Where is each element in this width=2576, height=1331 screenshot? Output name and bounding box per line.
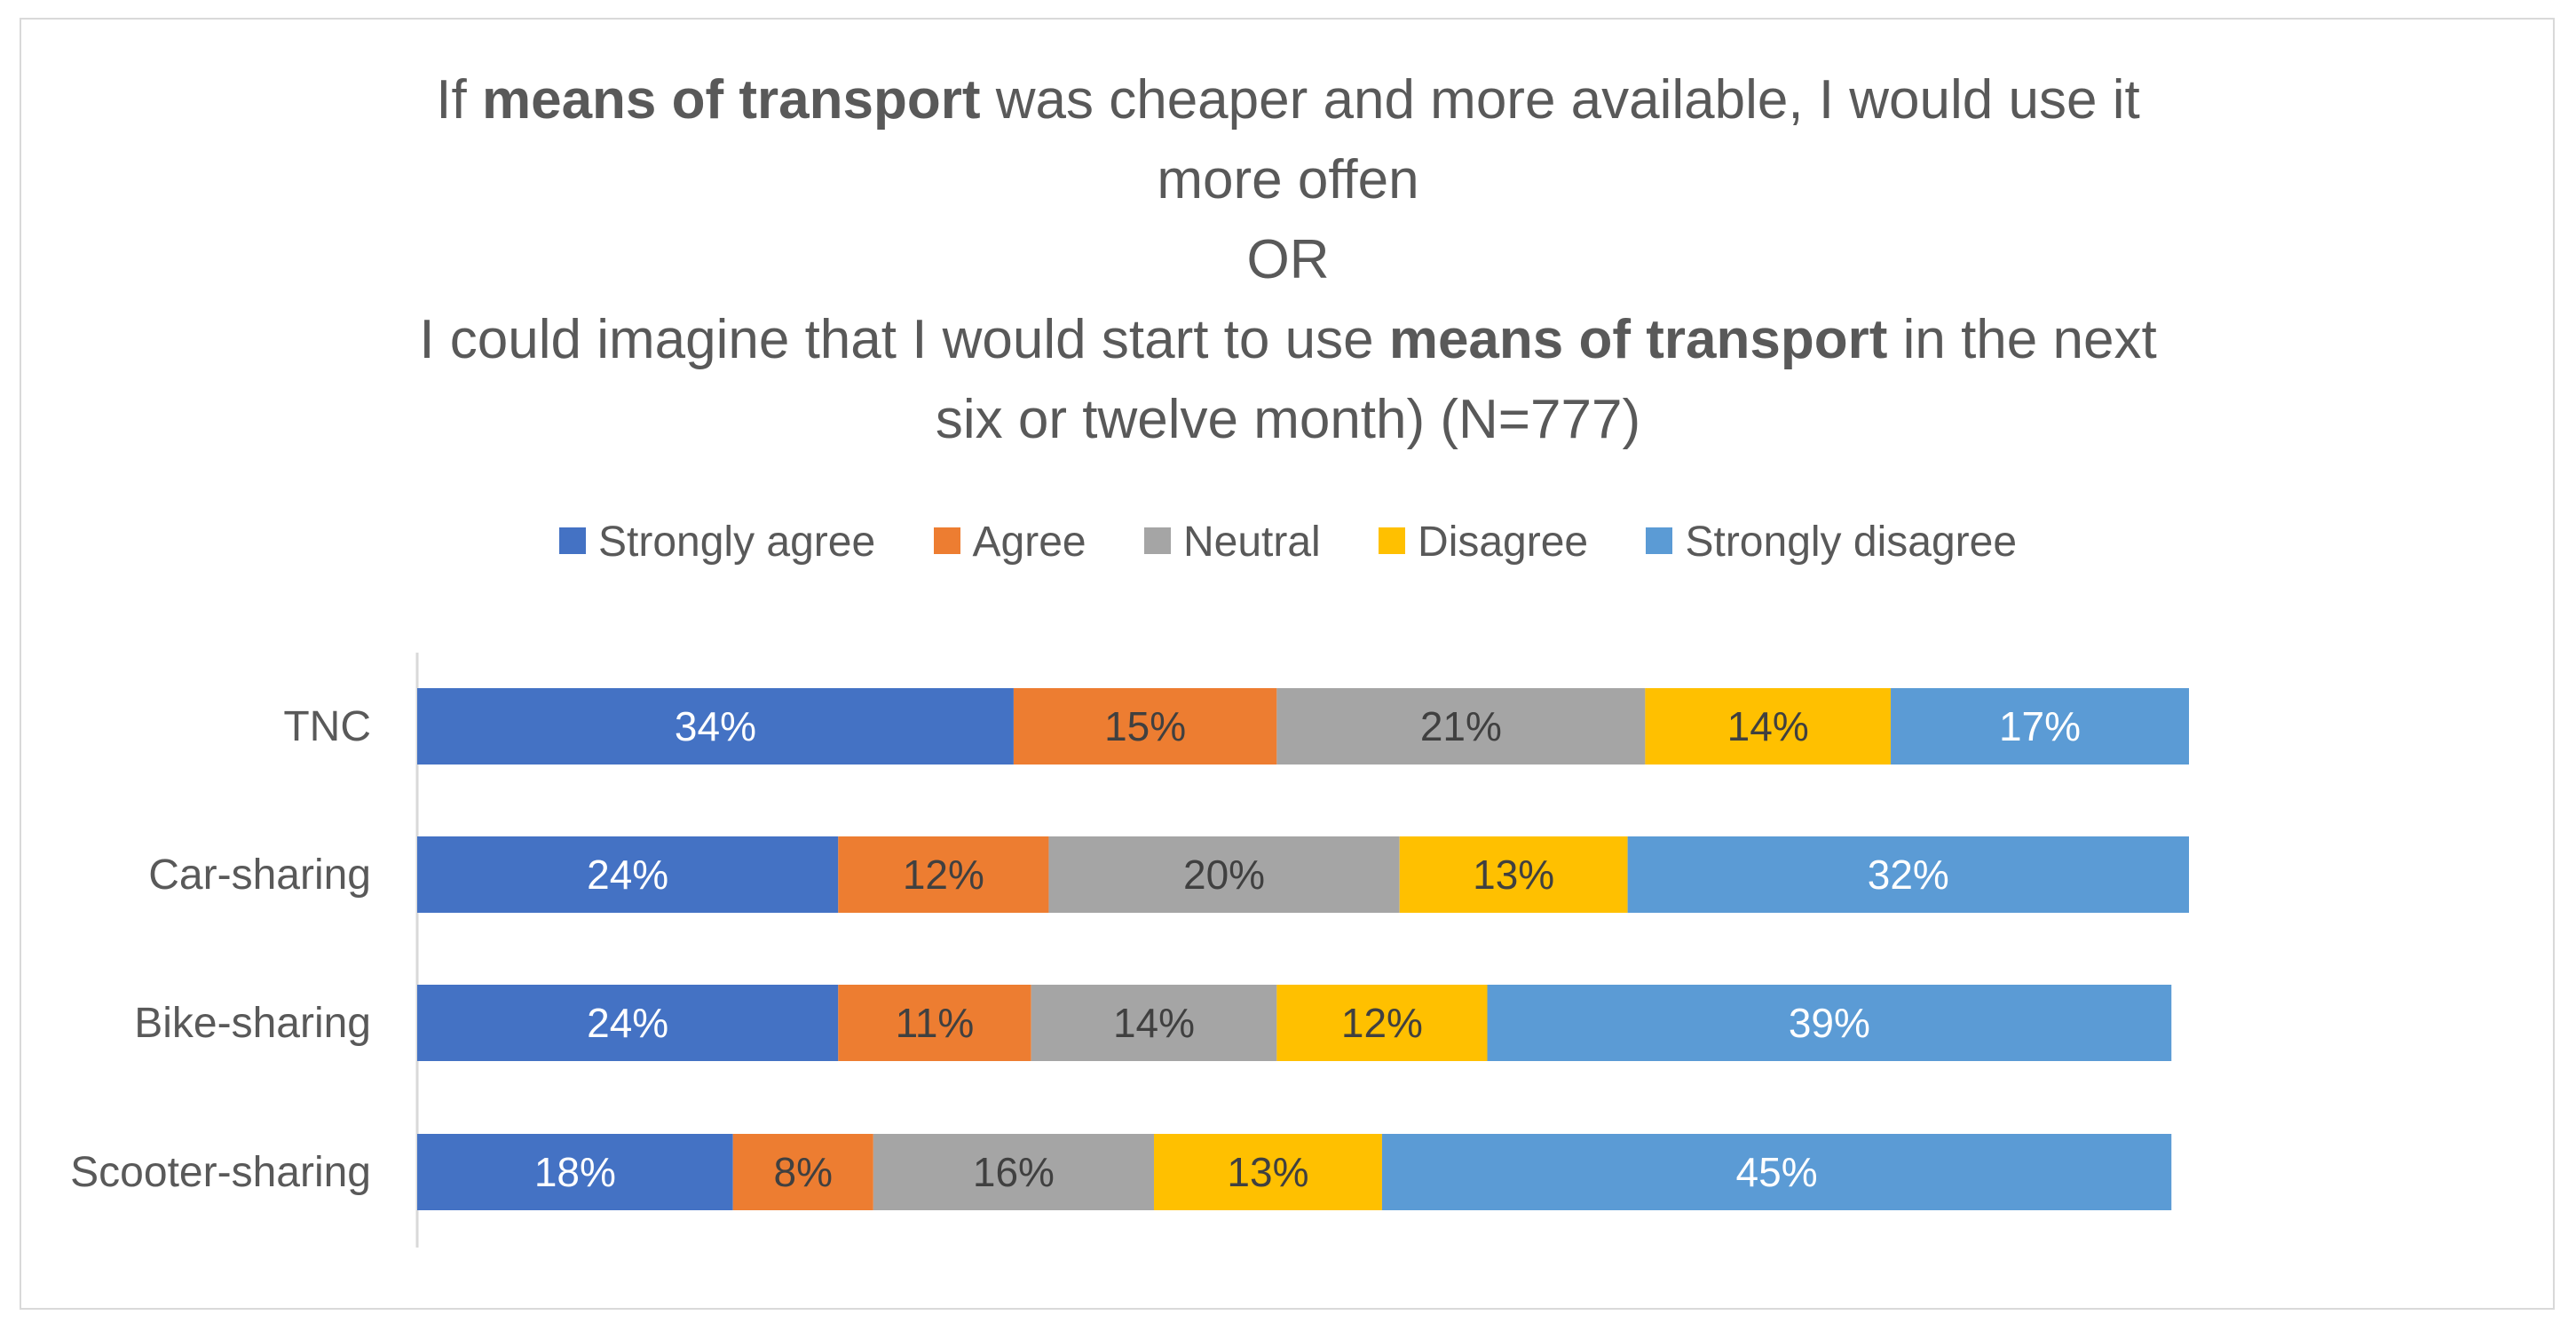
bar-bike-sharing-disagree xyxy=(1276,985,1488,1061)
data-label-scooter-sharing-strongly-disagree: 45% xyxy=(1736,1149,1818,1195)
data-label-car-sharing-disagree: 13% xyxy=(1473,852,1554,898)
bar-tnc-strongly-disagree xyxy=(1891,688,2189,765)
bar-car-sharing-agree xyxy=(838,836,1049,913)
title-line-4-pre: I could imagine that I would start to us… xyxy=(419,309,1389,370)
bar-bike-sharing-strongly-agree xyxy=(417,985,839,1061)
data-label-car-sharing-strongly-agree: 24% xyxy=(587,852,668,898)
category-label-tnc: TNC xyxy=(283,703,371,750)
data-label-tnc-agree: 15% xyxy=(1104,703,1186,749)
legend-label-strongly-disagree: Strongly disagree xyxy=(1685,518,2018,566)
data-label-car-sharing-neutral: 20% xyxy=(1183,852,1265,898)
title-line-1-post: was cheaper and more available, I would … xyxy=(980,69,2140,131)
legend-label-strongly-agree: Strongly agree xyxy=(597,518,876,566)
bar-bike-sharing-strongly-disagree xyxy=(1487,985,2172,1061)
legend-swatch-agree xyxy=(933,527,960,555)
bar-bike-sharing-neutral xyxy=(1031,985,1277,1061)
legend-swatch-neutral xyxy=(1143,527,1171,555)
bar-tnc-disagree xyxy=(1645,688,1892,765)
data-label-scooter-sharing-disagree: 13% xyxy=(1227,1149,1308,1195)
data-label-bike-sharing-disagree: 12% xyxy=(1341,1000,1423,1046)
data-label-car-sharing-strongly-disagree: 32% xyxy=(1868,852,1949,898)
category-label-bike-sharing: Bike-sharing xyxy=(134,1000,371,1047)
chart-frame xyxy=(20,18,2555,1310)
title-line-4-bold: means of transport xyxy=(1388,309,1888,370)
bar-scooter-sharing-strongly-disagree xyxy=(1381,1134,2172,1210)
legend-swatch-disagree xyxy=(1379,527,1406,555)
bar-car-sharing-disagree xyxy=(1399,836,1628,913)
bar-tnc-neutral xyxy=(1276,688,1646,765)
bar-tnc-strongly-agree xyxy=(417,688,1014,765)
category-label-scooter-sharing: Scooter-sharing xyxy=(70,1149,371,1196)
legend-item-strongly-agree: Strongly agree xyxy=(558,518,876,566)
legend-item-neutral: Neutral xyxy=(1143,518,1321,566)
bar-scooter-sharing-disagree xyxy=(1154,1134,1382,1210)
data-label-tnc-neutral: 21% xyxy=(1420,703,1502,749)
data-label-bike-sharing-strongly-agree: 24% xyxy=(587,1000,668,1046)
legend-item-disagree: Disagree xyxy=(1379,518,1588,566)
bar-car-sharing-neutral xyxy=(1048,836,1400,913)
category-label-car-sharing: Car-sharing xyxy=(148,852,371,899)
bar-tnc-agree xyxy=(1013,688,1277,765)
legend-swatch-strongly-disagree xyxy=(1646,527,1673,555)
data-label-tnc-strongly-disagree: 17% xyxy=(1999,703,2081,749)
data-label-car-sharing-agree: 12% xyxy=(903,852,984,898)
title-line-3: OR xyxy=(1246,229,1330,290)
bar-scooter-sharing-agree xyxy=(732,1134,873,1210)
data-label-bike-sharing-neutral: 14% xyxy=(1113,1000,1195,1046)
title-line-2: more offen xyxy=(1157,149,1419,210)
bar-scooter-sharing-neutral xyxy=(873,1134,1155,1210)
legend-swatch-strongly-agree xyxy=(558,527,586,555)
bar-bike-sharing-agree xyxy=(838,985,1031,1061)
data-label-tnc-strongly-agree: 34% xyxy=(675,703,756,749)
legend-label-neutral: Neutral xyxy=(1182,518,1321,566)
bar-car-sharing-strongly-disagree xyxy=(1627,836,2189,913)
legend-label-agree: Agree xyxy=(972,518,1087,566)
chart-title: If means of transport was cheaper and mo… xyxy=(0,60,2576,460)
bar-scooter-sharing-strongly-agree xyxy=(417,1134,733,1210)
data-label-bike-sharing-strongly-disagree: 39% xyxy=(1789,1000,1870,1046)
legend: Strongly agree Agree Neutral Disagree St… xyxy=(0,515,2576,566)
data-label-scooter-sharing-strongly-agree: 18% xyxy=(534,1149,616,1195)
legend-label-disagree: Disagree xyxy=(1418,518,1589,566)
title-line-4: I could imagine that I would start to us… xyxy=(0,300,2576,380)
legend-item-agree: Agree xyxy=(933,518,1087,566)
data-label-scooter-sharing-agree: 8% xyxy=(774,1149,833,1195)
legend-item-strongly-disagree: Strongly disagree xyxy=(1646,518,2017,566)
title-line-4-post: in the next xyxy=(1887,309,2157,370)
title-line-1-bold: means of transport xyxy=(481,69,981,131)
title-line-1-pre: If xyxy=(436,69,482,131)
title-line-1: If means of transport was cheaper and mo… xyxy=(0,60,2576,140)
data-label-scooter-sharing-neutral: 16% xyxy=(973,1149,1055,1195)
title-line-5: six or twelve month) (N=777) xyxy=(935,389,1641,450)
bar-car-sharing-strongly-agree xyxy=(417,836,839,913)
data-label-bike-sharing-agree: 11% xyxy=(896,1000,975,1046)
data-label-tnc-disagree: 14% xyxy=(1727,703,1809,749)
